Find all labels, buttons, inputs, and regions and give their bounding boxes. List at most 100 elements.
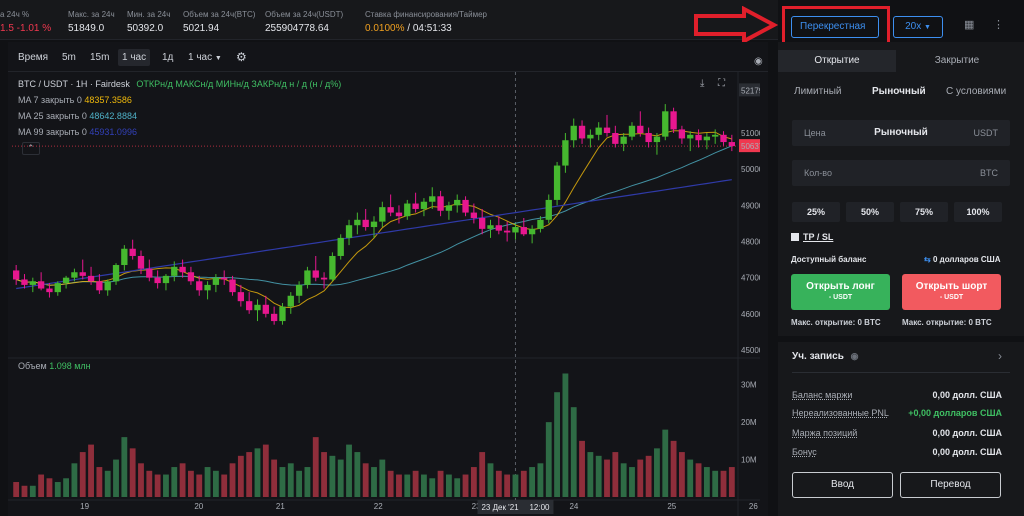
volume-bar bbox=[604, 459, 610, 497]
interval-15m[interactable]: 15m bbox=[90, 52, 110, 63]
fullscreen-icon[interactable]: ⛶ bbox=[718, 78, 725, 89]
order-type-market[interactable]: Рыночный bbox=[872, 86, 926, 97]
settings-sliders-icon[interactable]: ⚙ bbox=[236, 50, 247, 64]
candle-body bbox=[154, 277, 161, 284]
volume-axis-label: 20M bbox=[741, 418, 757, 427]
candle-body bbox=[445, 205, 453, 211]
candle-body bbox=[578, 125, 586, 139]
candle-body bbox=[254, 304, 261, 311]
price-field[interactable]: Цена Рыночный USDT bbox=[792, 120, 1010, 146]
leverage-select[interactable]: 20x ▼ bbox=[893, 16, 943, 38]
volume-bar bbox=[54, 482, 61, 497]
candle-body bbox=[295, 284, 303, 296]
volume-bar bbox=[262, 444, 269, 497]
divider bbox=[792, 372, 1010, 373]
volume-bar bbox=[437, 470, 444, 497]
volume-bar bbox=[237, 455, 244, 497]
volume-bar bbox=[113, 459, 119, 497]
volume-bar bbox=[154, 474, 161, 497]
volume-bar bbox=[654, 448, 660, 497]
calculator-icon[interactable]: ▦ bbox=[964, 19, 975, 31]
pct-75-button[interactable]: 75% bbox=[900, 202, 948, 222]
symbol-legend: BTC / USDT · 1H · Fairdesk ОТКРн/д МАКСн… bbox=[18, 79, 342, 89]
candle-body bbox=[112, 265, 120, 282]
volume-bar bbox=[221, 474, 228, 497]
volume-bar bbox=[487, 463, 494, 497]
time-axis-label: 21 bbox=[276, 502, 285, 511]
candle-body bbox=[379, 207, 386, 222]
volume-bar bbox=[629, 467, 635, 497]
volume-bar bbox=[171, 467, 178, 497]
candle-body bbox=[695, 134, 702, 141]
candle-body bbox=[420, 201, 428, 209]
volume-bar bbox=[21, 485, 28, 497]
more-icon[interactable]: ⋮ bbox=[993, 19, 1004, 31]
account-row-unrealized-pnl: Нереализованные PNL +0,00 долларов США bbox=[792, 408, 1002, 418]
candle-body bbox=[370, 221, 378, 228]
candle-body bbox=[487, 225, 494, 229]
price-axis-label: 47000.0 bbox=[741, 274, 760, 283]
price-axis-label: 46000.0 bbox=[741, 310, 760, 319]
order-type-limit[interactable]: Лимитный bbox=[794, 86, 842, 97]
volume-bar bbox=[354, 452, 361, 497]
tab-close[interactable]: Закрытие bbox=[934, 55, 980, 66]
interval-5m[interactable]: 5m bbox=[62, 52, 76, 63]
stat-vol-usdt: Объем за 24ч(USDT) 255904778.64 bbox=[265, 10, 344, 34]
interval-1d[interactable]: 1д bbox=[162, 52, 174, 63]
interval-1h[interactable]: 1 час bbox=[118, 49, 151, 66]
price-chart[interactable]: 52179.3 51000.0 50637.5 50000.0 49000.0 48000… bbox=[8, 42, 760, 516]
candle-body bbox=[712, 134, 719, 137]
transfer-button[interactable]: Перевод bbox=[900, 472, 1001, 498]
price-axis-label: 49000.0 bbox=[741, 201, 760, 210]
deposit-button[interactable]: Ввод bbox=[792, 472, 893, 498]
candle-body bbox=[179, 266, 186, 273]
candle-body bbox=[395, 212, 403, 217]
candle-body bbox=[703, 136, 711, 141]
eye-icon[interactable]: ◉ bbox=[850, 351, 859, 361]
ma25-line bbox=[16, 145, 732, 286]
candle-body bbox=[570, 125, 577, 141]
volume-bar bbox=[146, 470, 153, 497]
collapse-legend-button[interactable]: ⌃ bbox=[22, 142, 40, 155]
download-icon[interactable]: ⤓ bbox=[700, 78, 705, 89]
volume-bar bbox=[595, 455, 602, 497]
volume-bar bbox=[29, 485, 36, 497]
chevron-right-icon[interactable]: › bbox=[998, 349, 1002, 363]
tab-open[interactable]: Открытие bbox=[778, 50, 896, 72]
volume-bar bbox=[379, 459, 386, 497]
quantity-field[interactable]: Кол-во BTC bbox=[792, 160, 1010, 186]
volume-bar bbox=[620, 463, 627, 497]
time-axis-label: 19 bbox=[80, 502, 89, 511]
camera-icon[interactable]: ◉ bbox=[754, 56, 763, 67]
pct-25-button[interactable]: 25% bbox=[792, 202, 840, 222]
volume-legend: Объем 1.098 млн bbox=[18, 361, 91, 371]
toolbar-time[interactable]: Время bbox=[18, 52, 49, 63]
volume-bar bbox=[670, 440, 677, 497]
volume-bar bbox=[712, 470, 719, 497]
crosshair-date: 23 Дек '21 bbox=[481, 503, 519, 512]
tpsl-checkbox[interactable]: TP / SL bbox=[791, 232, 833, 242]
candle-body bbox=[129, 248, 136, 256]
order-type-conditional[interactable]: С условиями bbox=[946, 86, 1007, 97]
volume-bar bbox=[129, 448, 136, 497]
candle-body bbox=[137, 255, 145, 269]
volume-bar bbox=[63, 478, 70, 497]
candle-body bbox=[412, 203, 419, 209]
volume-bar bbox=[38, 474, 45, 497]
volume-bar bbox=[196, 474, 203, 497]
volume-bar bbox=[678, 452, 685, 497]
pct-100-button[interactable]: 100% bbox=[954, 202, 1002, 222]
pct-50-button[interactable]: 50% bbox=[846, 202, 894, 222]
chart-type-select[interactable]: 1 час ▼ bbox=[188, 52, 222, 63]
stat-change: а 24ч % 1.5 -1.01 % bbox=[0, 10, 52, 34]
candle-body bbox=[545, 199, 552, 220]
candle-body bbox=[54, 283, 61, 293]
open-long-button[interactable]: Открыть лонг - USDT bbox=[791, 274, 890, 310]
volume-bar bbox=[387, 470, 394, 497]
candle-body bbox=[728, 142, 736, 147]
open-short-button[interactable]: Открыть шорт - USDT bbox=[902, 274, 1001, 310]
volume-bar bbox=[545, 422, 552, 497]
ma25-legend: MA 25 закрыть 0 48642.8884 bbox=[18, 111, 137, 121]
transfer-arrows-icon[interactable]: ⇆ bbox=[924, 255, 931, 264]
candle-body bbox=[495, 225, 502, 231]
